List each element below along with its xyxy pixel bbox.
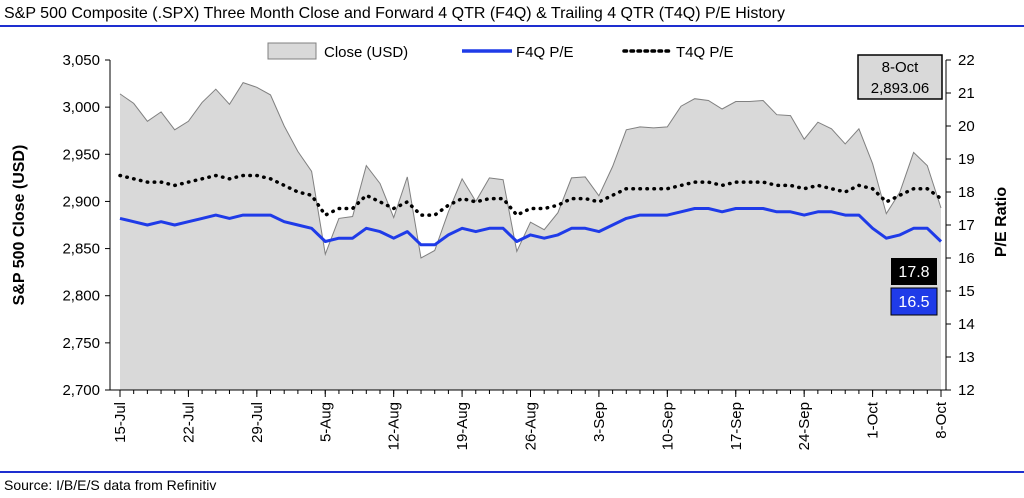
x-tick-label: 1-Oct — [865, 401, 882, 439]
axes-layer: 2,700 2,750 2,800 2,850 2,900 2,950 3,000 3,050… — [11, 52, 1010, 450]
y2-tick-label: 21 — [958, 85, 975, 102]
legend-f4q-label: F4Q P/E — [516, 44, 574, 61]
source-note: Source: I/B/E/S data from Refinitiv — [4, 477, 217, 493]
y2-tick-label: 14 — [958, 316, 975, 333]
x-tick-label: 17-Sep — [728, 402, 745, 450]
x-tick-label: 3-Sep — [591, 402, 608, 442]
y2-tick-label: 20 — [958, 118, 975, 135]
x-tick-label: 15-Jul — [112, 402, 129, 443]
x-tick-label: 19-Aug — [454, 402, 471, 450]
y-tick-label: 2,750 — [62, 335, 100, 352]
x-tick-label: 29-Jul — [249, 402, 266, 443]
f4q-last-value: 16.5 — [898, 294, 929, 311]
y2-axis-title: P/E Ratio — [993, 187, 1010, 257]
top-rule — [0, 25, 1024, 27]
x-tick-label: 22-Jul — [180, 402, 197, 443]
y-tick-label: 2,800 — [62, 288, 100, 305]
legend-close-swatch — [267, 42, 317, 60]
callout-date: 8-Oct — [882, 59, 920, 76]
plot-layer — [118, 81, 943, 390]
t4q-last-value: 17.8 — [898, 264, 929, 281]
y-tick-label: 3,000 — [62, 99, 100, 116]
y-tick-label: 2,850 — [62, 241, 100, 258]
t4q-line — [118, 173, 943, 218]
y2-tick-label: 19 — [958, 151, 975, 168]
y-tick-label: 3,050 — [62, 52, 100, 69]
t4q-last-badge: 17.8 — [891, 258, 937, 285]
x-tick-label: 26-Aug — [523, 402, 540, 450]
y2-tick-label: 15 — [958, 283, 975, 300]
y2-tick-label: 16 — [958, 250, 975, 267]
x-tick-label: 5-Aug — [317, 402, 334, 442]
chart-legend: Close (USD) F4Q P/E T4Q P/E — [267, 42, 734, 61]
last-close-callout: 8-Oct 2,893.06 — [857, 54, 943, 100]
y-tick-label: 2,700 — [62, 382, 100, 399]
legend-t4q-label: T4Q P/E — [676, 44, 734, 61]
y2-tick-label: 13 — [958, 349, 975, 366]
y-tick-label: 2,950 — [62, 146, 100, 163]
bottom-rule — [0, 471, 1024, 473]
legend-close-label: Close (USD) — [324, 44, 408, 61]
close-area-outline — [119, 81, 942, 259]
f4q-last-badge: 16.5 — [890, 287, 938, 316]
x-tick-label: 10-Sep — [659, 402, 676, 450]
y2-tick-label: 22 — [958, 52, 975, 69]
x-tick-label: 12-Aug — [386, 402, 403, 450]
y2-tick-label: 12 — [958, 382, 975, 399]
f4q-line — [119, 207, 943, 247]
y-axis-title: S&P 500 Close (USD) — [11, 145, 28, 306]
y2-tick-label: 18 — [958, 184, 975, 201]
chart-title: S&P 500 Composite (.SPX) Three Month Clo… — [4, 5, 785, 22]
x-tick-label: 24-Sep — [796, 402, 813, 450]
x-tick-label: 8-Oct — [933, 401, 950, 439]
y2-tick-label: 17 — [958, 217, 975, 234]
callout-close-value: 2,893.06 — [871, 80, 929, 97]
y-tick-label: 2,900 — [62, 193, 100, 210]
